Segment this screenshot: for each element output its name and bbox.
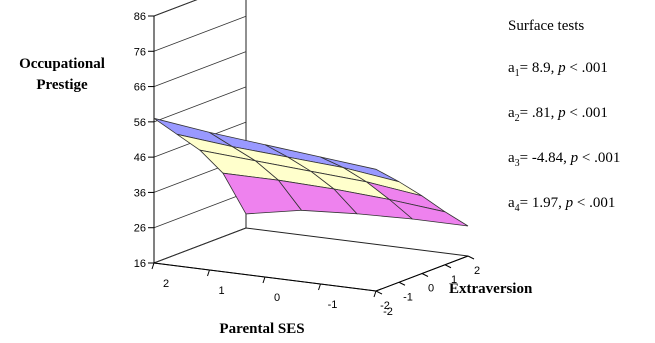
y-tick-mark — [398, 281, 406, 286]
y-tick-label: 0 — [428, 283, 434, 295]
z-tick-label: 66 — [134, 82, 146, 94]
z-tick-label: 16 — [134, 258, 146, 270]
x-tick-label: 2 — [163, 278, 169, 290]
response-surface — [153, 117, 469, 227]
x-tick-label: 0 — [274, 292, 280, 304]
surface-test-2: a2= .81, p < .001 — [508, 105, 608, 124]
z-tick-label: 86 — [134, 11, 146, 23]
y-tick-mark — [375, 290, 383, 295]
x-tick-mark — [262, 276, 266, 284]
z-tick-label: 26 — [134, 223, 146, 235]
z-gridline — [153, 51, 247, 87]
x-tick-mark — [207, 269, 210, 277]
z-gridline — [153, 227, 247, 264]
x-tick-mark — [318, 283, 321, 291]
z-tick-label: 76 — [134, 46, 146, 58]
y-tick-label: -2 — [380, 300, 390, 312]
y-axis-label: Extraversion — [449, 281, 533, 297]
y-tick-label: 2 — [474, 265, 480, 277]
z-axis-label-line2: Prestige — [36, 77, 88, 93]
y-tick-label: 1 — [451, 274, 457, 286]
x-axis-label: Parental SES — [219, 321, 304, 337]
y-tick-label: -1 — [403, 291, 413, 303]
x-tick-label: -2 — [383, 306, 393, 318]
y-tick-mark — [467, 255, 475, 260]
surface-test-1: a1= 8.9, p < .001 — [508, 60, 608, 79]
surface-patch — [389, 199, 469, 227]
surface-test-3: a3= -4.84, p < .001 — [508, 150, 621, 169]
axis-ticks: 16 26 36 46 56 66 76 86 2 1 0 -1 -2-2 -1 0 1 2 — [134, 11, 480, 318]
z-tick-label: 36 — [134, 187, 146, 199]
z-gridline — [153, 86, 247, 123]
x-tick-label: -1 — [328, 299, 338, 311]
surface-tests-title: Surface tests — [508, 18, 585, 34]
surface-test-4: a4= 1.97, p < .001 — [508, 195, 616, 214]
z-gridline — [153, 15, 247, 52]
z-axis-label-line1: Occupational — [19, 56, 105, 72]
x-tick-mark — [373, 290, 377, 298]
surface-tests-list: a1= 8.9, p < .001 a2= .81, p < .001 a3= -4… — [508, 58, 653, 219]
surface-tests-panel: Surface tests a1= 8.9, p < .001 a2= .81, … — [508, 16, 653, 238]
z-gridline — [153, 192, 247, 229]
x-tick-mark — [151, 262, 155, 270]
x-tick-label: 1 — [218, 285, 224, 297]
y-tick-mark — [421, 273, 429, 277]
z-gridline — [153, 0, 198, 17]
z-tick-label: 56 — [134, 117, 146, 129]
y-tick-mark — [444, 264, 452, 269]
z-tick-label: 46 — [134, 152, 146, 164]
